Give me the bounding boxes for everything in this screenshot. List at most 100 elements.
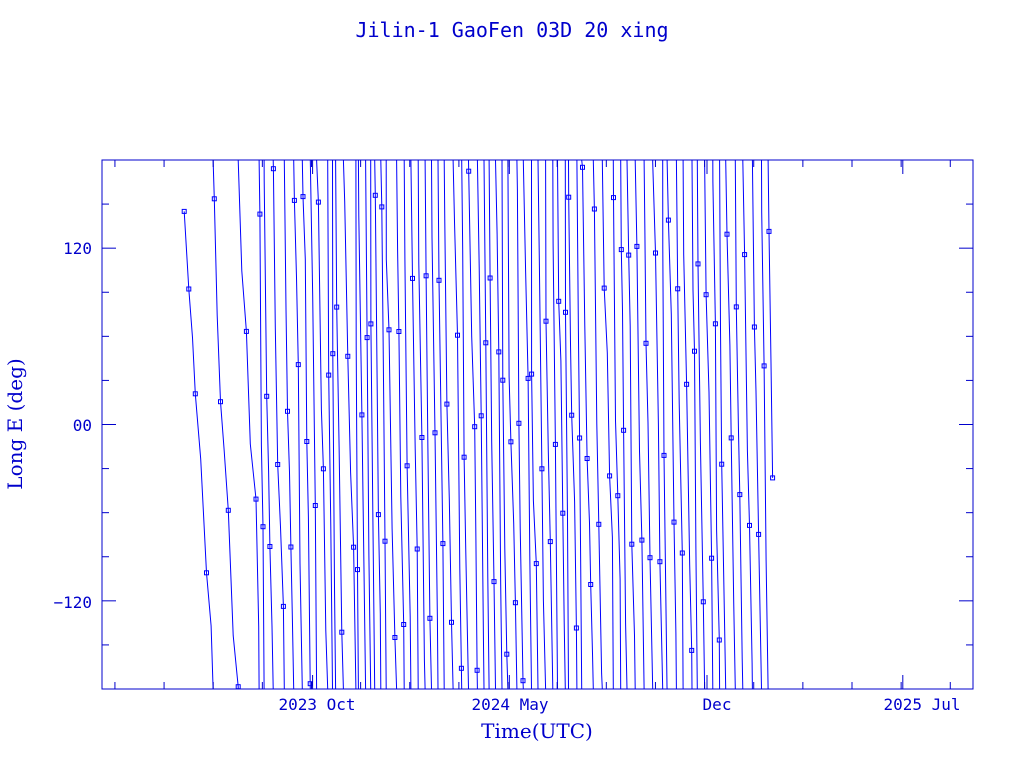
data-point [295,362,301,368]
x-axis-label: Time(UTC) [481,719,593,743]
data-point [455,332,460,338]
data-point [419,435,425,440]
data-point [243,328,249,334]
data-point [351,544,357,550]
data-point [478,413,484,419]
x-tick-label-dec: Dec [703,695,732,714]
data-point [432,430,438,436]
data-point [692,348,697,354]
data-point [225,507,231,513]
data-point [257,211,263,217]
data-point [483,340,489,346]
data-point [566,194,572,200]
data-point [679,550,685,556]
data-point [719,461,725,467]
data-point [647,555,653,561]
data-point [661,452,667,458]
data-point [591,206,597,212]
chart-title: Jilin-1 GaoFen 03D 20 xing [355,18,668,42]
data-point [267,544,273,549]
data-point [404,463,410,469]
data-point [584,456,590,461]
data-point [260,524,266,530]
data-point [427,615,433,621]
data-point [703,292,709,298]
x-tick-label-2025-jul: 2025 Jul [883,695,960,714]
data-point [626,252,632,258]
data-point [461,454,467,460]
data-point [211,196,217,202]
axis-ticks [102,160,973,689]
data-point [689,647,695,653]
data-point [288,544,294,550]
data-point [653,250,658,256]
y-tick-label-120: 120 [63,239,92,258]
data-point [512,600,518,606]
data-point [410,275,415,281]
y-axis-label: Long E (deg) [3,358,27,489]
data-point [643,340,649,346]
data-point [474,667,480,673]
data-point [770,475,776,481]
data-point [339,629,345,635]
y-tick-label-0: 00 [73,416,92,435]
data-point [556,298,562,304]
data-point [533,561,539,567]
data-point [280,603,286,609]
data-point [728,435,734,441]
data-point [529,371,535,377]
data-point [449,619,454,625]
data-point [618,247,624,253]
data-point [560,510,566,516]
data-point [440,541,446,547]
data-point [621,427,627,433]
data-point [742,252,748,258]
data-point [304,439,310,444]
data-point [539,466,545,472]
data-point [444,401,450,407]
data-point [496,349,502,355]
data-point [270,166,276,172]
data-point [386,327,392,333]
data-point [320,466,326,472]
data-point [504,651,510,657]
data-point [684,381,690,387]
data-point [516,420,522,426]
data-point [291,197,297,203]
data-point [657,559,663,565]
data-point [588,582,594,587]
data-point [396,329,402,334]
data-point [751,324,757,330]
data-point [345,353,351,359]
x-tick-label-2024-may: 2024 May [471,695,548,714]
data-point [695,261,701,267]
data-point [611,195,616,201]
data-point [700,599,706,605]
data-point [375,512,381,518]
data-point [204,570,209,576]
data-point [186,286,192,292]
data-point [634,243,640,249]
data-point [737,492,743,498]
data-point [382,538,388,544]
data-point [181,208,187,214]
data-point [364,335,370,341]
data-point [724,231,730,237]
data-point [423,273,429,279]
data-point [665,217,671,223]
data-point [761,363,767,369]
data-point [372,192,378,198]
data-point [607,473,613,479]
x-tick-label-2023-oct: 2023 Oct [278,695,355,714]
series-line-longitude [183,159,774,690]
data-point [392,635,398,640]
data-point [359,412,365,418]
data-point [756,531,762,537]
data-point [508,439,514,445]
data-point [543,318,549,324]
data-point [379,204,385,210]
data-point [330,351,336,357]
data-point [615,493,621,499]
data-point [491,579,497,585]
